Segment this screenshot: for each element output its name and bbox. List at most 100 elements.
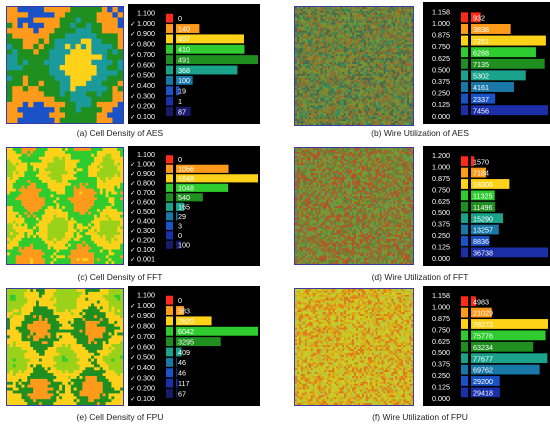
legend-swatch — [166, 155, 173, 164]
legend-swatch — [166, 295, 173, 305]
legend-bar — [471, 156, 475, 167]
legend-count-label: 63234 — [473, 343, 493, 352]
legend-checkmark: ✓ — [130, 365, 135, 372]
legend-level-label: 1.200 — [432, 151, 450, 160]
heatmap-cells — [7, 148, 123, 264]
legend-bar — [471, 23, 511, 34]
legend-swatch — [461, 247, 468, 258]
legend-checkmark: ✓ — [130, 303, 135, 310]
legend-swatch — [461, 81, 468, 92]
legend-checkmark: ✓ — [130, 324, 135, 331]
legend-swatch — [166, 65, 173, 75]
legend-count-label: 7184 — [473, 169, 489, 178]
legend-swatch — [461, 376, 468, 386]
legend-count-label: 0 — [178, 14, 182, 23]
caption-e: (e) Cell Density of FPU — [76, 412, 164, 422]
legend-checkmark: ✓ — [130, 104, 135, 111]
legend-swatch — [166, 231, 173, 240]
legend-checkmark: ✓ — [130, 42, 135, 49]
heatmap-cells — [7, 7, 123, 123]
legend-bar — [471, 201, 496, 212]
legend-a: 1.100✓ 1.000✓ 0.900✓ 0.800✓ 0.700✓ 0.600✓ 0.50… — [128, 4, 260, 124]
legend-level-label: 0.200 — [137, 384, 155, 393]
legend-swatch — [166, 221, 173, 230]
legend-bar — [471, 224, 499, 235]
legend-bar — [471, 213, 504, 224]
legend-count-label: 69762 — [473, 366, 493, 375]
legend-level-label: 1.000 — [137, 301, 155, 310]
legend-swatch — [461, 307, 468, 318]
legend-bar — [176, 65, 238, 75]
legend-level-label: 0.400 — [137, 216, 155, 225]
legend-count-label: 583 — [178, 306, 190, 315]
legend-swatch — [166, 55, 173, 65]
legend-checkmark: ✓ — [130, 114, 135, 121]
legend-level-label: 0.625 — [432, 54, 450, 63]
legend-level-label: 0.400 — [137, 363, 155, 372]
legend-count-label: 29418 — [473, 389, 493, 398]
heatmap-cells — [7, 289, 123, 405]
legend-bar — [471, 12, 481, 23]
legend-level-label: 0.800 — [137, 40, 155, 49]
legend-count-label: 11496 — [473, 203, 492, 212]
legend-checkmark: ✓ — [130, 180, 135, 187]
legend-count-label: 36738 — [473, 249, 493, 258]
legend-level-label: 0.700 — [137, 188, 155, 197]
legend-level-label: 0.001 — [137, 254, 155, 263]
legend-count-label: 3295 — [178, 337, 194, 346]
legend-bar — [471, 364, 540, 375]
legend-swatch — [166, 316, 173, 326]
legend-level-label: 0.500 — [432, 65, 450, 74]
heatmap-cells — [295, 148, 413, 264]
legend-level-label: 0.800 — [137, 322, 155, 331]
legend-checkmark: ✓ — [130, 199, 135, 206]
legend-level-label: 0.875 — [432, 31, 450, 40]
legend-count-label: 5302 — [473, 72, 489, 81]
legend-swatch — [166, 34, 173, 44]
legend-bar — [176, 357, 177, 367]
legend-count-label: 1648 — [178, 174, 194, 183]
legend-bar — [471, 319, 548, 329]
legend-bar — [471, 105, 548, 116]
legend-swatch — [461, 341, 468, 352]
legend-swatch — [166, 183, 173, 192]
legend-bar — [176, 183, 229, 192]
legend-level-label: 0.100 — [137, 245, 155, 254]
legend-swatch — [461, 35, 468, 46]
legend-swatch — [166, 368, 173, 378]
legend-swatch — [166, 347, 173, 357]
legend-swatch — [461, 47, 468, 58]
legend-checkmark: ✓ — [130, 247, 135, 254]
legend-checkmark: ✓ — [130, 375, 135, 382]
legend-swatch — [166, 378, 173, 388]
heatmap-c — [6, 147, 124, 265]
legend-bar — [471, 341, 534, 352]
legend-count-label: 4983 — [473, 297, 489, 306]
legend-checkmark: ✓ — [130, 209, 135, 216]
legend-bar — [471, 307, 492, 318]
legend-bar — [471, 247, 548, 258]
legend-swatch — [461, 179, 468, 189]
legend-swatch — [461, 167, 468, 178]
legend-level-label: 0.500 — [137, 207, 155, 216]
legend-level-label: 0.100 — [137, 394, 155, 403]
legend-checkmark: ✓ — [130, 73, 135, 80]
legend-level-label: 1.158 — [432, 7, 450, 16]
legend-checkmark: ✓ — [130, 21, 135, 28]
caption-a: (a) Cell Density of AES — [76, 128, 164, 138]
legend-bar — [176, 24, 200, 33]
legend-bar — [176, 347, 182, 357]
legend-swatch — [166, 86, 173, 96]
caption-d: (d) Wire Utilization of FFT — [371, 272, 469, 282]
legend-swatch — [166, 202, 173, 211]
legend-checkmark: ✓ — [130, 313, 135, 320]
legend-checkmark: ✓ — [130, 31, 135, 38]
legend-level-label: 0.300 — [137, 226, 155, 235]
legend-level-label: 0.625 — [432, 337, 450, 346]
legend-swatch — [461, 319, 468, 329]
legend-count-label: 100 — [178, 240, 190, 249]
legend-bar — [471, 387, 500, 398]
legend-count-label: 46 — [178, 358, 186, 367]
heatmap-b — [294, 6, 414, 126]
legend-level-label: 0.750 — [432, 185, 450, 194]
